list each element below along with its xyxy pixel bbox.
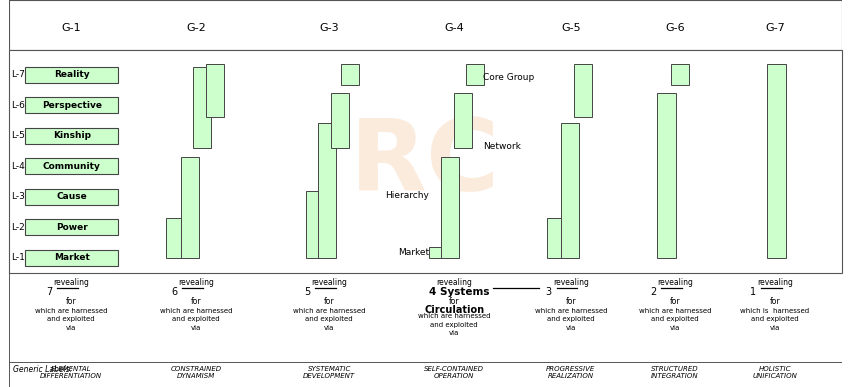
Bar bbox=[26, 67, 118, 82]
Text: for: for bbox=[324, 297, 335, 307]
Text: G-2: G-2 bbox=[186, 23, 206, 33]
Text: G-1: G-1 bbox=[61, 23, 81, 33]
Bar bbox=[768, 64, 785, 258]
Bar bbox=[166, 218, 184, 258]
Text: which are harnessed
and exploited
via: which are harnessed and exploited via bbox=[35, 308, 107, 330]
Bar bbox=[671, 64, 689, 86]
Text: 4 Systems: 4 Systems bbox=[429, 287, 490, 297]
Text: G-7: G-7 bbox=[765, 23, 785, 33]
Text: which are harnessed
and exploited
via: which are harnessed and exploited via bbox=[160, 308, 232, 330]
Text: 5: 5 bbox=[304, 287, 310, 297]
Text: for: for bbox=[449, 297, 460, 307]
Text: Circulation: Circulation bbox=[424, 305, 484, 315]
Text: G-6: G-6 bbox=[665, 23, 685, 33]
Text: L-3: L-3 bbox=[11, 192, 25, 201]
Text: L-4: L-4 bbox=[11, 162, 25, 171]
Text: for: for bbox=[565, 297, 576, 307]
Text: Hierarchy: Hierarchy bbox=[385, 191, 429, 200]
Bar bbox=[26, 97, 118, 113]
Bar bbox=[574, 64, 592, 117]
Bar bbox=[454, 93, 473, 148]
Text: Market: Market bbox=[54, 253, 90, 262]
Text: L-5: L-5 bbox=[11, 131, 25, 140]
Bar bbox=[657, 93, 676, 258]
Text: Power: Power bbox=[56, 223, 88, 231]
Text: Core Group: Core Group bbox=[484, 73, 535, 82]
Text: G-3: G-3 bbox=[320, 23, 339, 33]
Bar bbox=[441, 157, 459, 258]
Bar bbox=[429, 247, 447, 258]
Text: 3: 3 bbox=[546, 287, 552, 297]
Text: L-6: L-6 bbox=[11, 101, 25, 110]
Text: 1: 1 bbox=[750, 287, 756, 297]
Text: CONSTRAINED
DYNAMISM: CONSTRAINED DYNAMISM bbox=[170, 366, 222, 379]
Text: G-4: G-4 bbox=[445, 23, 464, 33]
Bar bbox=[306, 190, 324, 258]
Text: for: for bbox=[769, 297, 780, 307]
Text: Generic Labels:: Generic Labels: bbox=[13, 365, 72, 374]
Bar bbox=[26, 128, 118, 144]
Text: revealing: revealing bbox=[756, 278, 793, 287]
Text: G-5: G-5 bbox=[561, 23, 581, 33]
Text: Market: Market bbox=[398, 248, 429, 257]
Bar bbox=[331, 93, 349, 148]
Text: for: for bbox=[190, 297, 201, 307]
Text: which are harnessed
and exploited
via: which are harnessed and exploited via bbox=[638, 308, 711, 330]
Text: for: for bbox=[670, 297, 680, 307]
Text: 6: 6 bbox=[171, 287, 177, 297]
Text: for: for bbox=[65, 297, 76, 307]
Bar bbox=[206, 64, 224, 117]
Text: Reality: Reality bbox=[54, 70, 89, 79]
Bar bbox=[466, 64, 484, 86]
Text: Perspective: Perspective bbox=[42, 101, 102, 110]
Text: revealing: revealing bbox=[552, 278, 589, 287]
Bar bbox=[26, 250, 118, 265]
Bar bbox=[26, 219, 118, 235]
Bar bbox=[26, 189, 118, 205]
Text: SELF-CONTAINED
OPERATION: SELF-CONTAINED OPERATION bbox=[424, 366, 484, 379]
Text: revealing: revealing bbox=[178, 278, 214, 287]
Text: HOLISTIC
UNIFICATION: HOLISTIC UNIFICATION bbox=[752, 366, 797, 379]
Text: L-1: L-1 bbox=[11, 253, 25, 262]
Text: Network: Network bbox=[484, 142, 521, 151]
Text: RC: RC bbox=[350, 115, 500, 212]
Bar bbox=[341, 64, 360, 86]
Text: revealing: revealing bbox=[53, 278, 89, 287]
Bar bbox=[193, 67, 211, 148]
Text: which is  harnessed
and exploited
via: which is harnessed and exploited via bbox=[740, 308, 809, 330]
Text: Cause: Cause bbox=[56, 192, 88, 201]
Text: ELEMENTAL
DIFFERENTIATION: ELEMENTAL DIFFERENTIATION bbox=[40, 366, 102, 379]
Bar bbox=[26, 158, 118, 174]
Text: which are harnessed
and exploited
via: which are harnessed and exploited via bbox=[535, 308, 607, 330]
Text: PROGRESSIVE
REALIZATION: PROGRESSIVE REALIZATION bbox=[547, 366, 595, 379]
Text: revealing: revealing bbox=[311, 278, 347, 287]
Bar bbox=[561, 123, 579, 258]
Bar bbox=[547, 218, 566, 258]
Text: Community: Community bbox=[42, 162, 101, 171]
Text: 7: 7 bbox=[46, 287, 52, 297]
Text: revealing: revealing bbox=[657, 278, 693, 287]
Text: STRUCTURED
INTEGRATION: STRUCTURED INTEGRATION bbox=[651, 366, 699, 379]
Text: which are harnessed
and exploited
via: which are harnessed and exploited via bbox=[293, 308, 366, 330]
Text: L-7: L-7 bbox=[11, 70, 25, 79]
Bar bbox=[181, 157, 199, 258]
Text: revealing: revealing bbox=[436, 278, 472, 287]
Text: L-2: L-2 bbox=[11, 223, 25, 231]
Bar bbox=[318, 123, 336, 258]
Text: SYSTEMATIC
DEVELOPMENT: SYSTEMATIC DEVELOPMENT bbox=[303, 366, 355, 379]
Text: Kinship: Kinship bbox=[53, 131, 91, 140]
Text: which are harnessed
and exploited
via: which are harnessed and exploited via bbox=[418, 313, 490, 336]
Text: 2: 2 bbox=[650, 287, 656, 297]
